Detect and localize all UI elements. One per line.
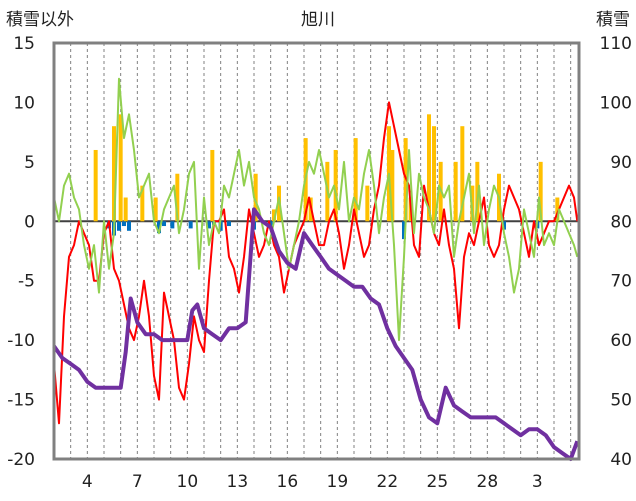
x-axis-ticks: 4 7 10 13 16 19 22 25 28 3 <box>82 472 543 492</box>
precipitation-bar <box>188 221 193 229</box>
sunshine-spike <box>118 114 123 222</box>
precipitation-bar <box>157 221 161 234</box>
right-tick-label: 80 <box>610 212 632 232</box>
left-axis-ticks: 15 10 5 0 -5 -10 -15 -20 <box>7 34 35 470</box>
right-tick-label: 60 <box>610 331 632 351</box>
precipitation-bar <box>122 221 126 227</box>
left-axis-title: 積雪以外 <box>6 10 74 30</box>
snow-depth-line <box>52 207 580 461</box>
sunshine-spike <box>272 209 276 222</box>
precipitation-bar <box>170 221 175 229</box>
sunshine-spike <box>123 197 128 222</box>
x-tick-label: 25 <box>427 472 449 492</box>
sunshine-spike <box>333 149 338 222</box>
sunshine-spike <box>427 114 431 222</box>
sunshine-spike <box>93 149 98 222</box>
right-tick-label: 70 <box>610 272 632 292</box>
precipitation-bar <box>162 221 166 227</box>
temperature-line <box>53 101 579 425</box>
precipitation-bar <box>502 221 506 230</box>
left-tick-label: -10 <box>7 331 35 351</box>
right-tick-label: 110 <box>600 34 632 54</box>
sunshine-spike <box>475 161 480 222</box>
sunshine-spike <box>175 173 180 222</box>
sunshine-spike <box>453 161 458 222</box>
sunshine-spike <box>390 149 395 222</box>
precipitation-bar <box>207 221 211 229</box>
sunshine-spike <box>253 173 258 222</box>
sunshine-spike <box>210 149 215 222</box>
right-tick-label: 90 <box>610 153 632 173</box>
x-tick-label: 28 <box>477 472 499 492</box>
x-tick-label: 22 <box>377 472 399 492</box>
right-axis-title: 積雪 <box>596 10 630 30</box>
precipitation-bar <box>117 221 121 231</box>
sunshine-spike <box>432 126 436 222</box>
left-tick-label: 10 <box>13 93 35 113</box>
chart-title: 旭川 <box>301 10 335 30</box>
sunshine-spike <box>538 161 543 222</box>
left-tick-label: 5 <box>24 153 35 173</box>
right-tick-label: 50 <box>610 391 632 411</box>
wind-line <box>53 77 579 342</box>
right-tick-label: 100 <box>600 93 632 113</box>
grid-lines <box>53 43 579 459</box>
x-tick-label: 16 <box>277 472 299 492</box>
precipitation-bar <box>127 221 131 231</box>
sunshine-spike <box>460 126 465 222</box>
x-tick-label: 4 <box>82 472 93 492</box>
x-tick-label: 10 <box>177 472 199 492</box>
x-tick-label: 13 <box>227 472 249 492</box>
sunshine-spike <box>555 197 560 222</box>
left-tick-label: 15 <box>13 34 35 54</box>
series-lines <box>52 77 580 461</box>
sunshine-spike <box>153 197 158 222</box>
sunshine-spike <box>365 185 370 222</box>
sunshine-spike <box>112 126 116 222</box>
sunshine-spike <box>140 185 145 222</box>
left-tick-label: -15 <box>7 391 35 411</box>
precipitation-bar <box>227 221 231 227</box>
precipitation-bar <box>402 221 406 240</box>
left-tick-label: -5 <box>18 272 35 292</box>
right-axis-ticks: 110 100 90 80 70 60 50 40 <box>600 34 632 470</box>
plot-frame <box>52 41 581 461</box>
left-tick-label: -20 <box>7 450 35 470</box>
left-tick-label: 0 <box>24 212 35 232</box>
x-tick-label: 19 <box>327 472 349 492</box>
precipitation-bar <box>268 221 273 228</box>
right-tick-label: 40 <box>610 450 632 470</box>
x-tick-label: 3 <box>532 472 543 492</box>
x-tick-label: 7 <box>132 472 143 492</box>
sunshine-spike <box>353 138 358 222</box>
